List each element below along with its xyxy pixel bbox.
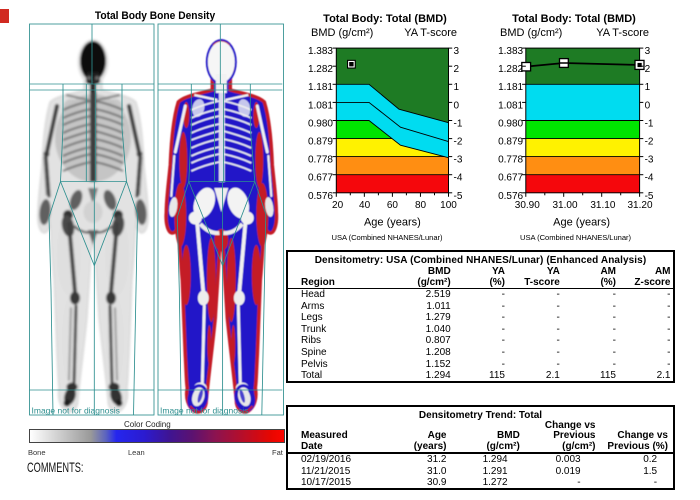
svg-text:Age (years): Age (years): [553, 217, 610, 229]
svg-text:60: 60: [387, 200, 399, 211]
svg-text:2: 2: [645, 64, 651, 75]
svg-text:-5: -5: [454, 191, 463, 202]
svg-text:3: 3: [454, 46, 460, 57]
svg-text:31.20: 31.20: [627, 200, 652, 211]
svg-text:Image not for diagnosis: Image not for diagnosis: [32, 406, 120, 416]
svg-text:31.10: 31.10: [590, 200, 615, 211]
svg-text:1.282: 1.282: [498, 64, 523, 75]
svg-text:USA (Combined NHANES/Lunar): USA (Combined NHANES/Lunar): [332, 233, 443, 242]
svg-text:-3: -3: [454, 155, 463, 166]
svg-text:80: 80: [415, 200, 427, 211]
svg-text:1.383: 1.383: [308, 46, 333, 57]
svg-text:Age (years): Age (years): [364, 217, 421, 229]
svg-text:1: 1: [645, 82, 651, 93]
svg-text:-4: -4: [454, 173, 463, 184]
svg-text:0.677: 0.677: [498, 173, 523, 184]
svg-text:0.980: 0.980: [498, 118, 523, 129]
svg-text:0: 0: [645, 100, 651, 111]
svg-text:-5: -5: [645, 191, 654, 202]
svg-text:30.90: 30.90: [515, 200, 540, 211]
svg-text:1.282: 1.282: [308, 64, 333, 75]
svg-text:-2: -2: [454, 137, 463, 148]
svg-text:1.383: 1.383: [498, 46, 523, 57]
svg-text:0.879: 0.879: [498, 137, 523, 148]
svg-text:USA (Combined NHANES/Lunar): USA (Combined NHANES/Lunar): [520, 233, 631, 242]
svg-text:1.081: 1.081: [498, 100, 523, 111]
svg-text:0.778: 0.778: [308, 155, 333, 166]
svg-text:1.181: 1.181: [498, 82, 523, 93]
svg-text:1.081: 1.081: [308, 100, 333, 111]
svg-text:31.00: 31.00: [552, 200, 577, 211]
svg-text:20: 20: [332, 200, 344, 211]
svg-text:1.181: 1.181: [308, 82, 333, 93]
svg-text:-4: -4: [645, 173, 654, 184]
svg-text:1: 1: [454, 82, 460, 93]
svg-text:100: 100: [440, 200, 457, 211]
svg-text:0.879: 0.879: [308, 137, 333, 148]
svg-text:-1: -1: [645, 118, 654, 129]
svg-text:-2: -2: [645, 137, 654, 148]
svg-text:-1: -1: [454, 118, 463, 129]
svg-text:0: 0: [454, 100, 460, 111]
svg-text:0.980: 0.980: [308, 118, 333, 129]
svg-text:0.778: 0.778: [498, 155, 523, 166]
svg-text:40: 40: [359, 200, 371, 211]
svg-text:2: 2: [454, 64, 460, 75]
svg-text:0.576: 0.576: [498, 191, 523, 202]
svg-text:Image not for diagnosis: Image not for diagnosis: [160, 406, 248, 416]
svg-text:0.576: 0.576: [308, 191, 333, 202]
svg-text:0.677: 0.677: [308, 173, 333, 184]
svg-text:-3: -3: [645, 155, 654, 166]
svg-text:3: 3: [645, 46, 651, 57]
